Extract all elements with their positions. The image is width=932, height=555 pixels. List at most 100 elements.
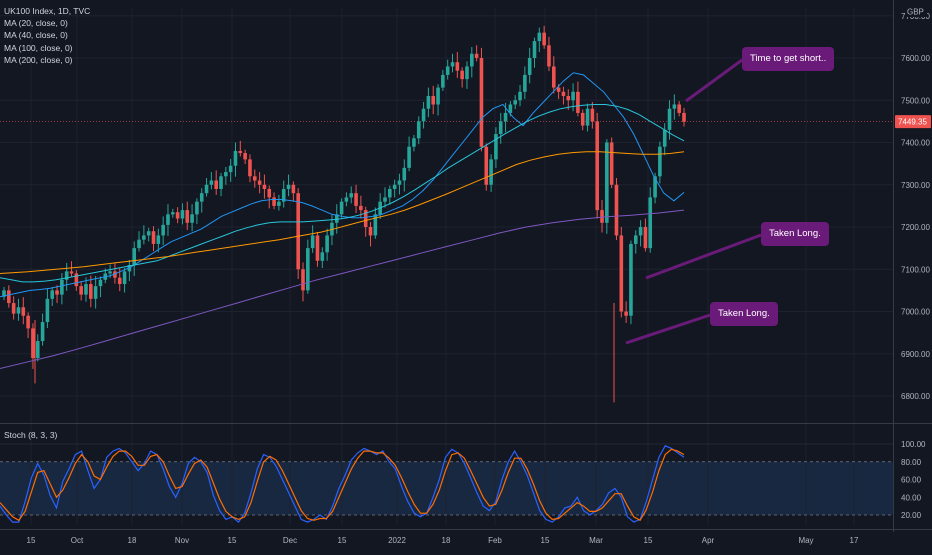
candle-body xyxy=(576,91,580,113)
candle xyxy=(455,52,460,78)
candle xyxy=(35,334,40,362)
candle xyxy=(195,198,199,225)
y-tick-label: 6900.00 xyxy=(901,350,930,359)
candle xyxy=(354,184,358,214)
stoch-y-tick-label: 20.00 xyxy=(901,511,922,520)
x-tick-label: 15 xyxy=(228,536,237,545)
candle xyxy=(204,177,209,197)
candle xyxy=(50,286,55,307)
candle xyxy=(122,267,127,293)
candle xyxy=(146,227,151,242)
candle-body xyxy=(137,239,141,249)
candle-body xyxy=(556,87,561,92)
candles xyxy=(2,25,686,369)
x-tick-label: Apr xyxy=(702,536,715,545)
stoch-line xyxy=(0,445,685,523)
candle xyxy=(566,89,571,110)
candle xyxy=(69,261,74,277)
candle-body xyxy=(117,277,122,285)
candle-body xyxy=(633,235,638,244)
candle xyxy=(45,288,50,328)
candle-body xyxy=(306,248,310,291)
candle-body xyxy=(122,271,127,285)
candle-body xyxy=(527,58,532,75)
candle-body xyxy=(93,286,98,299)
y-tick-label: 6800.00 xyxy=(901,392,930,401)
candle-body xyxy=(89,284,93,299)
candle xyxy=(629,240,633,325)
candle-body xyxy=(392,184,397,189)
candle-body xyxy=(532,41,537,58)
candle xyxy=(368,221,373,247)
candle xyxy=(214,170,218,195)
candle-body xyxy=(542,32,546,46)
candle xyxy=(137,231,141,252)
candle xyxy=(445,59,450,80)
candle xyxy=(426,87,431,118)
candle-body xyxy=(571,91,575,101)
candle xyxy=(267,185,272,209)
candle xyxy=(40,313,45,346)
candle-body xyxy=(281,188,286,202)
candle-body xyxy=(513,100,518,105)
candle xyxy=(600,199,604,233)
candle xyxy=(479,47,484,152)
candle-body xyxy=(185,210,190,223)
x-tick-label: May xyxy=(798,536,813,545)
candle xyxy=(498,112,503,144)
candle-body xyxy=(262,184,267,189)
candle-body xyxy=(667,108,672,130)
candle-body xyxy=(339,201,344,215)
candle xyxy=(252,169,257,188)
candle-body xyxy=(146,231,151,236)
candle xyxy=(291,181,296,202)
candle-body xyxy=(672,104,677,109)
candle-body xyxy=(431,96,436,105)
candle-body xyxy=(580,112,585,126)
candle xyxy=(402,159,407,192)
candle xyxy=(662,123,667,156)
candle-body xyxy=(547,45,551,67)
legend-ma200: MA (200, close, 0) xyxy=(4,54,73,65)
candle xyxy=(614,177,619,241)
candle-body xyxy=(662,129,667,147)
candle-body xyxy=(50,290,55,299)
candle xyxy=(224,167,228,185)
candle-body xyxy=(561,91,566,97)
candle xyxy=(89,275,93,308)
candle-body xyxy=(98,279,103,287)
candle-body xyxy=(180,210,185,219)
candle xyxy=(648,187,653,253)
candle-body xyxy=(156,235,161,244)
candle xyxy=(233,142,238,177)
x-tick-label: 15 xyxy=(644,536,653,545)
candle-body xyxy=(359,205,363,211)
candle-body xyxy=(658,146,662,177)
candle-body xyxy=(252,176,257,181)
candle xyxy=(175,207,180,224)
stoch-line xyxy=(0,448,685,522)
candle-body xyxy=(605,142,609,223)
candle-body xyxy=(108,271,112,274)
legend-ma20: MA (20, close, 0) xyxy=(4,18,68,29)
candle-body xyxy=(248,159,252,177)
candle xyxy=(281,180,286,208)
candle xyxy=(349,186,354,204)
candle-body xyxy=(595,121,599,211)
candle-body xyxy=(643,227,648,249)
candle-body xyxy=(518,91,522,101)
candle-body xyxy=(363,210,368,227)
candle-body xyxy=(388,188,392,198)
candle xyxy=(460,67,464,88)
candle xyxy=(228,158,233,182)
candle-body xyxy=(74,273,79,287)
candle-body xyxy=(416,121,421,139)
candle xyxy=(643,218,648,252)
candle-body xyxy=(301,269,305,291)
candle xyxy=(373,207,378,239)
candle xyxy=(436,84,440,116)
candle-body xyxy=(11,303,16,314)
legend-ma40: MA (40, close, 0) xyxy=(4,30,68,41)
candle xyxy=(209,172,214,190)
